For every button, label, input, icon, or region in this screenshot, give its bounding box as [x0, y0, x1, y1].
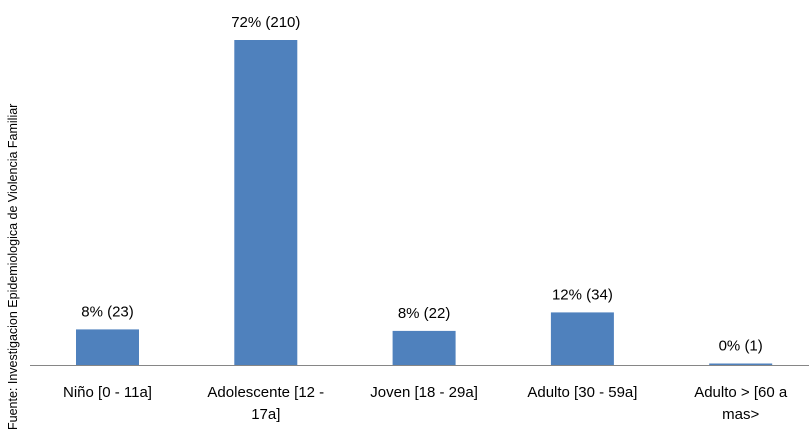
- x-tick-label-line: mas>: [722, 406, 759, 423]
- bar: [392, 330, 456, 365]
- x-tick-label-line: Adulto > [60 a: [694, 384, 788, 401]
- x-tick-label: Adulto [30 - 59a]: [527, 384, 637, 401]
- x-tick-label: Adolescente [12 - 17a]: [207, 384, 324, 423]
- source-note: Fuente: Investigacion Epidemiologica de …: [6, 104, 20, 430]
- data-label: 8% (23): [81, 303, 134, 320]
- data-label: 0% (1): [719, 338, 763, 355]
- bar: [76, 329, 139, 365]
- data-labels: 8% (23) 72% (210) 8% (22) 12% (34) 0% (1): [81, 14, 763, 355]
- data-label: 12% (34): [552, 286, 613, 303]
- x-tick-label-line: Adulto [30 - 59a]: [527, 384, 637, 401]
- x-tick-label-line: Adolescente [12 -: [207, 384, 324, 401]
- data-label: 8% (22): [398, 305, 451, 322]
- bar: [234, 40, 298, 365]
- bar: [709, 363, 773, 365]
- x-tick-labels: Niño [0 - 11a] Adolescente [12 - 17a] Joven…: [63, 384, 788, 423]
- x-tick-label: Niño [0 - 11a]: [63, 384, 152, 401]
- x-tick-label: Adulto > [60 a mas>: [694, 384, 788, 423]
- x-tick-label-line: Joven [18 - 29a]: [370, 384, 478, 401]
- x-tick-label-line: Niño [0 - 11a]: [63, 384, 152, 401]
- x-tick-label-line: 17a]: [251, 406, 280, 423]
- bar: [550, 312, 614, 365]
- bars: [76, 40, 773, 365]
- x-tick-label: Joven [18 - 29a]: [370, 384, 478, 401]
- data-label: 72% (210): [231, 14, 300, 31]
